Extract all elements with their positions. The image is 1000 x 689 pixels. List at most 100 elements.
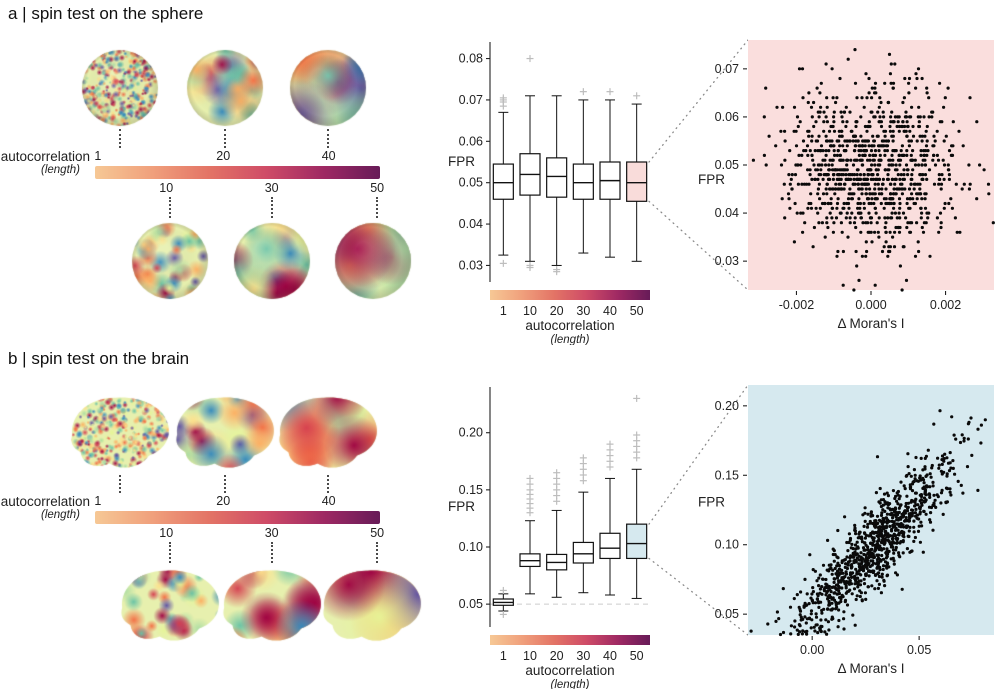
brain-map-length-20	[173, 393, 277, 473]
svg-text:0.20: 0.20	[459, 426, 483, 440]
colorbar-tick-label: 10	[159, 526, 174, 540]
sphere-map-length-40	[289, 49, 367, 127]
svg-text:0.08: 0.08	[459, 52, 483, 66]
svg-text:autocorrelation: autocorrelation	[525, 663, 614, 678]
svg-text:50: 50	[630, 304, 644, 318]
svg-text:FPR: FPR	[448, 154, 475, 169]
dotted-connector	[271, 197, 273, 218]
svg-text:0.20: 0.20	[715, 399, 739, 413]
svg-text:0.05: 0.05	[459, 176, 483, 190]
panel-a: a | spin test on the sphere autocorrelat…	[1, 4, 995, 345]
boxplot-content: 0.05 0.10 0.15 0.20 FPR 1 10 20 30 40 50 autocorrel…	[448, 387, 650, 689]
panel-b-title: b | spin test on the brain	[8, 349, 190, 368]
dotted-connector	[376, 197, 378, 218]
colorbar-tick-label: 30	[264, 181, 279, 195]
svg-text:10: 10	[523, 304, 537, 318]
svg-text:0.03: 0.03	[715, 254, 739, 268]
svg-text:0.15: 0.15	[715, 468, 739, 482]
svg-text:0.05: 0.05	[715, 158, 739, 172]
svg-text:Δ Moran's I: Δ Moran's I	[837, 661, 904, 676]
svg-text:0.10: 0.10	[715, 538, 739, 552]
svg-text:0.05: 0.05	[459, 597, 483, 611]
svg-text:(length): (length)	[551, 679, 590, 689]
dotted-connector	[169, 542, 171, 563]
svg-text:0.06: 0.06	[715, 110, 739, 124]
brain-map-length-40	[276, 393, 380, 473]
dotted-connector	[327, 475, 329, 493]
dotted-connector	[224, 475, 226, 493]
svg-text:1: 1	[500, 304, 507, 318]
svg-text:FPR: FPR	[698, 495, 725, 510]
svg-text:0.00: 0.00	[800, 643, 824, 657]
fpr-boxplot-sphere: 0.03 0.04 0.05 0.06 0.07 0.08 FPR 1 10 20 30 40 50 au…	[448, 42, 650, 345]
svg-text:-0.002: -0.002	[779, 298, 814, 312]
fpr-vs-morans-i-scatter-sphere: 0.03 0.04 0.05 0.06 0.07 -0.002 0.000 0.002 Δ Mo…	[698, 40, 995, 331]
scatter-points	[751, 48, 995, 292]
svg-text:0.07: 0.07	[459, 93, 483, 107]
dotted-connector	[119, 129, 121, 148]
svg-text:0.04: 0.04	[715, 206, 739, 220]
colorbar-ticks-above: 1 20 40	[94, 149, 380, 163]
colorbar-ticks-below: 10 30 50	[95, 181, 384, 195]
brain-map-length-30	[220, 566, 324, 646]
svg-text:0.05: 0.05	[715, 607, 739, 621]
colorbar-tick-label: 50	[370, 526, 385, 540]
brain-map-length-1	[68, 393, 172, 473]
svg-text:0.06: 0.06	[459, 134, 483, 148]
panel-b: b | spin test on the brain autocorrelati…	[0, 345, 1000, 689]
colorbar-sublabel: (length)	[41, 509, 80, 521]
colorbar-tick-label: 1	[94, 494, 102, 508]
dotted-connector	[327, 129, 329, 148]
fpr-boxplot-brain: 0.05 0.10 0.15 0.20 FPR 1 10 20 30 40 50 autocorrel…	[448, 387, 650, 689]
dotted-connector	[169, 197, 171, 218]
dotted-connector	[224, 129, 226, 148]
panel-a-title: a | spin test on the sphere	[8, 4, 204, 23]
svg-text:30: 30	[576, 304, 590, 318]
svg-text:0.10: 0.10	[459, 540, 483, 554]
svg-text:50: 50	[630, 649, 644, 663]
svg-text:0.03: 0.03	[459, 258, 483, 272]
svg-text:0.05: 0.05	[907, 643, 931, 657]
svg-text:10: 10	[523, 649, 537, 663]
colorbar-tick-label: 30	[264, 526, 279, 540]
dotted-connector	[271, 542, 273, 563]
colorbar-tick-label: 10	[159, 181, 174, 195]
colorbar-ticks-above: 1 20 40	[94, 494, 380, 508]
sphere-map-length-10	[131, 222, 209, 300]
svg-text:0.000: 0.000	[855, 298, 886, 312]
dotted-connector	[119, 475, 121, 493]
sphere-map-length-50	[334, 222, 412, 300]
svg-text:(length): (length)	[551, 334, 590, 345]
sphere-map-length-1	[81, 49, 159, 127]
autocorrelation-colorbar	[95, 511, 380, 524]
brain-map-length-10	[118, 566, 222, 646]
autocorrelation-colorbar	[95, 166, 380, 179]
svg-text:40: 40	[603, 649, 617, 663]
svg-text:0.15: 0.15	[459, 483, 483, 497]
colorbar-tick-label: 40	[321, 149, 336, 163]
svg-text:20: 20	[550, 304, 564, 318]
zoom-connector-sphere	[648, 39, 748, 291]
sphere-map-length-20	[186, 49, 264, 127]
svg-text:1: 1	[500, 649, 507, 663]
svg-text:autocorrelation: autocorrelation	[525, 318, 614, 333]
dotted-connector	[376, 542, 378, 563]
colorbar-ticks-below: 10 30 50	[95, 526, 384, 540]
svg-text:30: 30	[576, 649, 590, 663]
colorbar-tick-label: 50	[370, 181, 385, 195]
sphere-map-length-30	[233, 222, 311, 300]
svg-text:FPR: FPR	[448, 499, 475, 514]
svg-text:FPR: FPR	[698, 172, 725, 187]
scatter-content: 0.03 0.04 0.05 0.06 0.07 -0.002 0.000 0.002 Δ Mo…	[698, 40, 995, 331]
scatter-points	[749, 409, 987, 637]
colorbar-tick-label: 40	[321, 494, 336, 508]
colorbar-label: autocorrelation	[0, 494, 90, 509]
svg-text:0.002: 0.002	[930, 298, 961, 312]
svg-text:20: 20	[550, 649, 564, 663]
colorbar-tick-label: 1	[94, 149, 102, 163]
boxplot-content: 0.03 0.04 0.05 0.06 0.07 0.08 FPR 1 10 20 30 40 50 au…	[448, 42, 650, 345]
svg-text:Δ Moran's I: Δ Moran's I	[837, 316, 904, 331]
